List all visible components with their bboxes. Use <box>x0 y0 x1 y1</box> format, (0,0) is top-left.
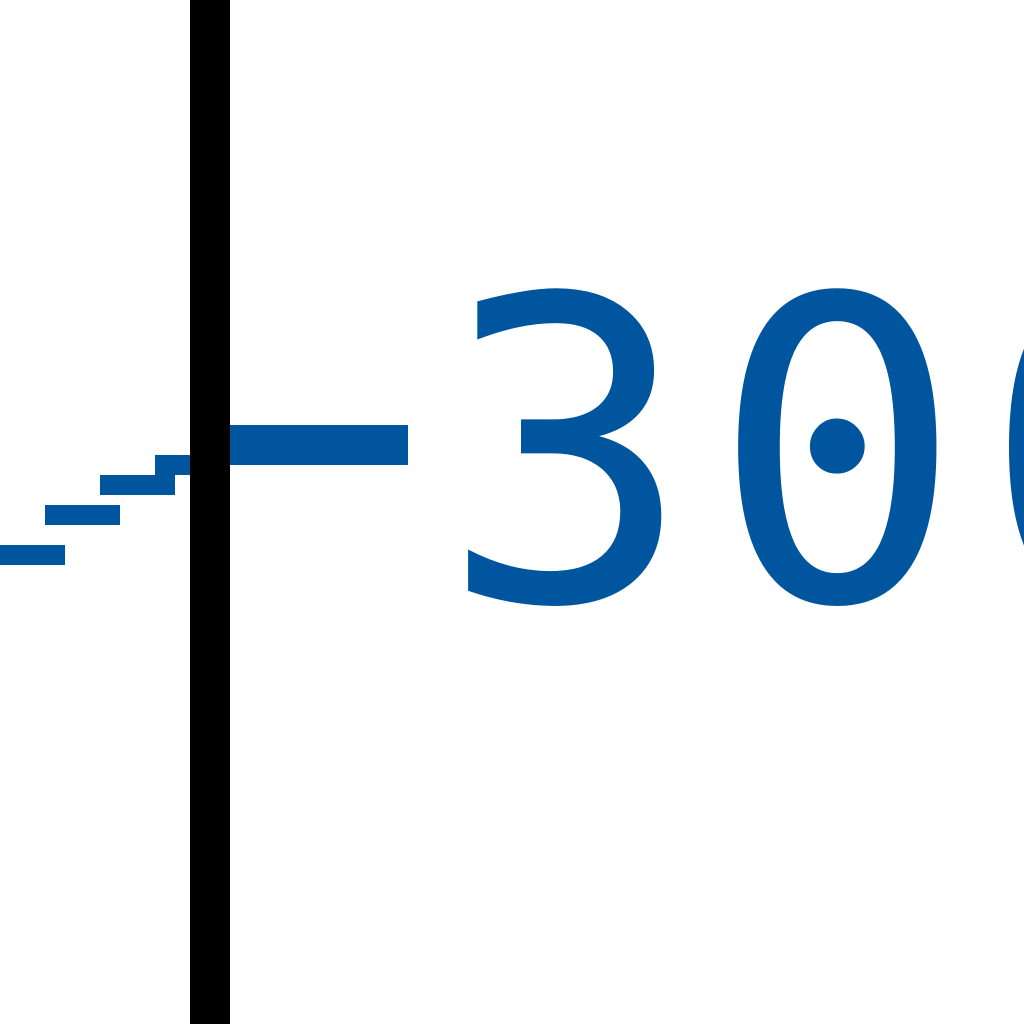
series-point <box>45 505 120 525</box>
series-point <box>0 545 65 565</box>
y-tick-label: 300 <box>440 211 1024 700</box>
y-tick-mark <box>230 425 408 465</box>
y-axis-line <box>190 0 230 1024</box>
series-point <box>100 475 175 495</box>
tick-layer: 300 <box>230 211 1024 700</box>
